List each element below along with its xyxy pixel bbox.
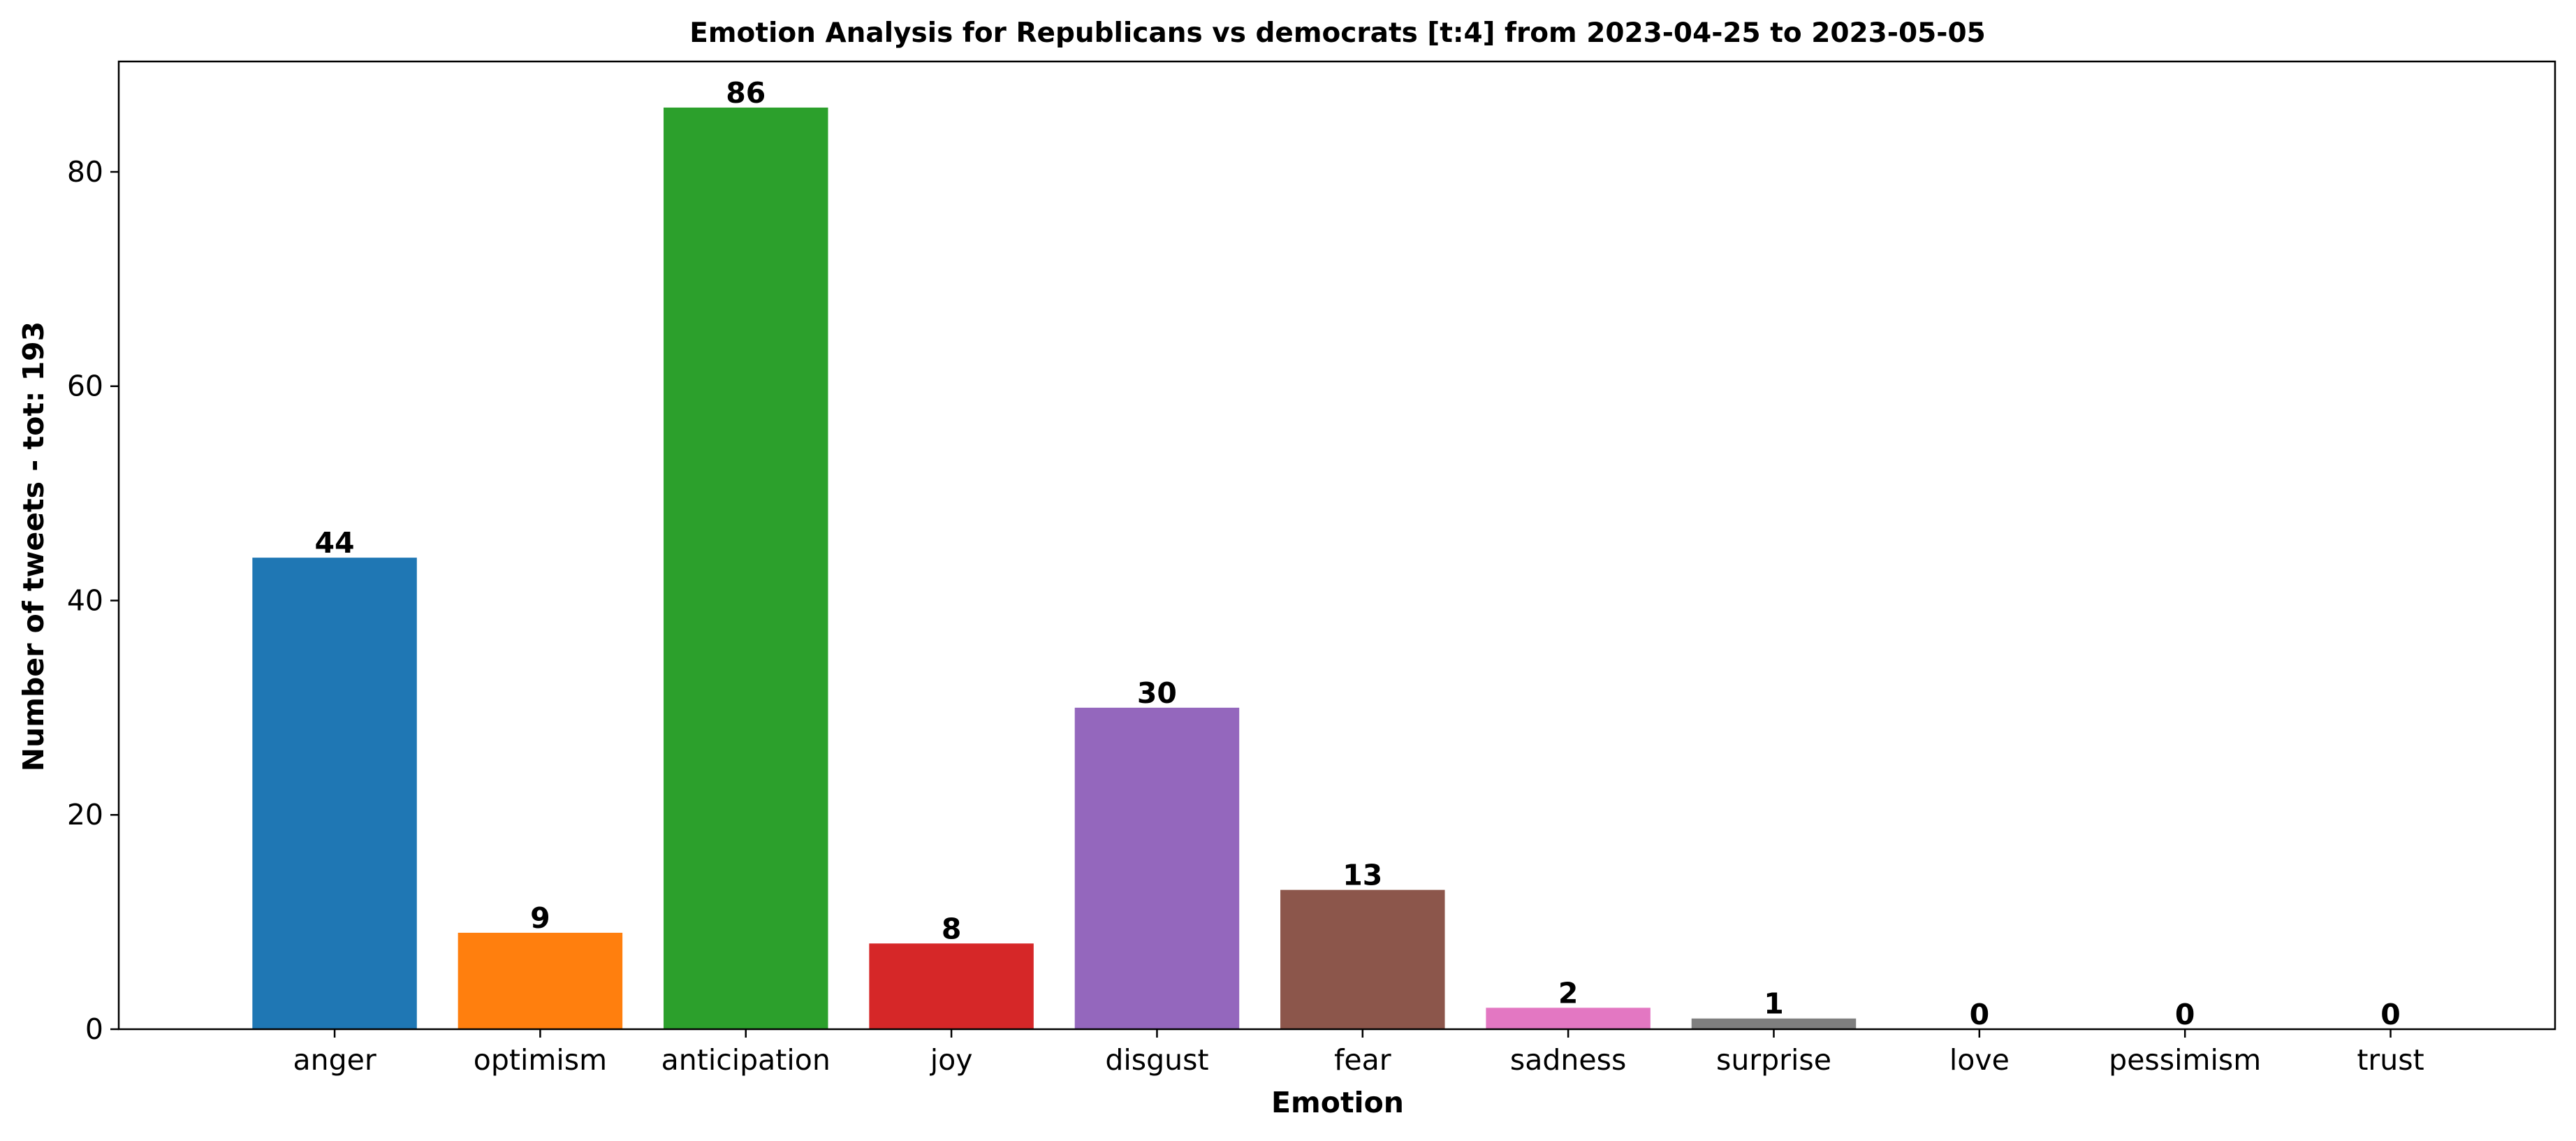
bar-joy <box>869 943 1034 1029</box>
x-tick-label-optimism: optimism <box>474 1043 607 1077</box>
y-tick-label-0: 0 <box>85 1012 103 1046</box>
x-tick-label-disgust: disgust <box>1105 1043 1208 1077</box>
value-label-surprise: 1 <box>1764 987 1784 1021</box>
value-label-trust: 0 <box>2380 998 2401 1031</box>
x-axis-ticks: anger optimism anticipation joy disgust fear s… <box>293 1029 2424 1077</box>
y-tick-label-80: 80 <box>67 155 103 189</box>
x-tick-label-fear: fear <box>1334 1043 1391 1077</box>
y-axis-label: Number of tweets - tot: 193 <box>17 321 50 771</box>
plot-area-frame <box>117 60 2556 1031</box>
value-label-pessimism: 0 <box>2175 998 2195 1031</box>
x-tick-label-surprise: surprise <box>1716 1043 1831 1077</box>
y-tick-label-60: 60 <box>67 370 103 403</box>
bar-optimism <box>458 932 623 1029</box>
value-label-disgust: 30 <box>1137 676 1177 710</box>
x-axis-label: Emotion <box>1271 1086 1404 1119</box>
value-label-anger: 44 <box>315 526 355 560</box>
value-label-anticipation: 86 <box>726 76 766 110</box>
bar-anticipation <box>664 107 828 1029</box>
x-tick-label-pessimism: pessimism <box>2109 1043 2261 1077</box>
bar-surprise <box>1691 1018 1857 1029</box>
x-tick-label-joy: joy <box>930 1043 973 1077</box>
value-label-love: 0 <box>1970 998 1990 1031</box>
y-axis-ticks: 0 20 40 60 80 <box>67 155 119 1046</box>
bar-fear <box>1280 889 1445 1029</box>
bar-sadness <box>1486 1008 1651 1029</box>
value-label-optimism: 9 <box>530 901 550 935</box>
bar-anger <box>252 558 417 1029</box>
x-tick-label-anticipation: anticipation <box>661 1043 830 1077</box>
value-label-joy: 8 <box>942 912 962 945</box>
x-tick-label-trust: trust <box>2357 1043 2424 1077</box>
x-tick-label-anger: anger <box>293 1043 376 1077</box>
value-label-sadness: 2 <box>1558 976 1579 1010</box>
x-tick-label-sadness: sadness <box>1510 1043 1626 1077</box>
y-tick-label-40: 40 <box>67 583 103 617</box>
y-tick-label-20: 20 <box>67 798 103 831</box>
bar-disgust <box>1074 707 1240 1029</box>
chart-title: Emotion Analysis for Republicans vs demo… <box>689 17 1985 49</box>
bars-group <box>252 107 1857 1029</box>
x-tick-label-love: love <box>1949 1043 2010 1077</box>
value-label-fear: 13 <box>1342 859 1382 892</box>
value-labels-group: 44 9 86 8 30 13 2 1 0 0 0 <box>315 76 2401 1031</box>
